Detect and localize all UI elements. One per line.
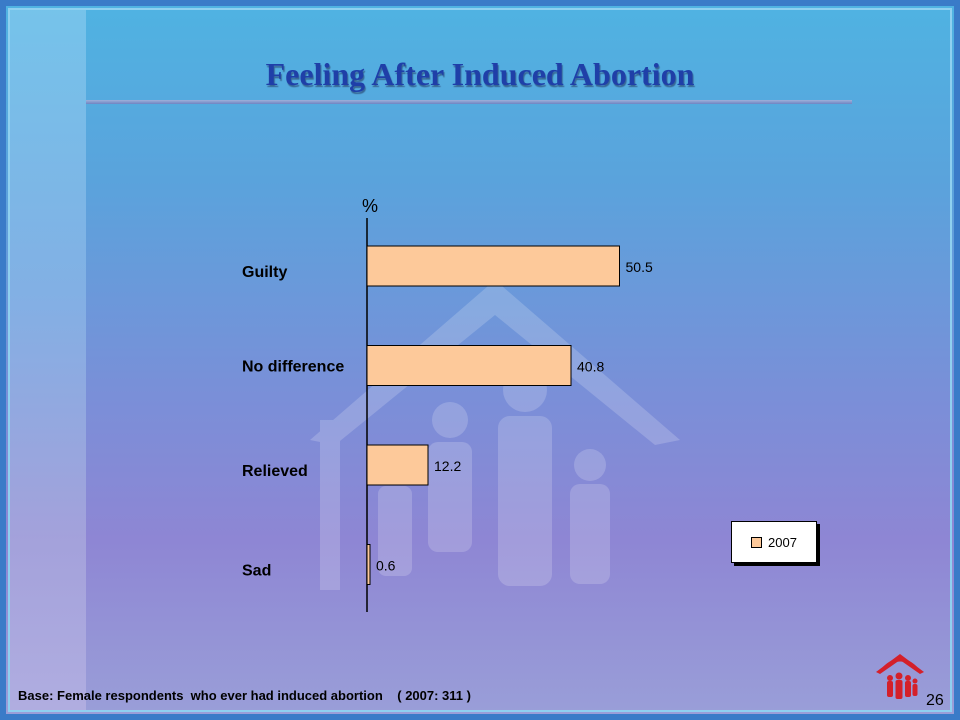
axis-unit-label: % — [362, 196, 378, 216]
category-label-relieved: Relieved — [242, 463, 308, 480]
value-label-relieved: 12.2 — [434, 458, 461, 474]
chart-legend: 2007 — [731, 521, 817, 563]
family-house-logo-icon — [876, 654, 924, 699]
left-decorative-stripe — [10, 10, 86, 710]
category-label-guilty: Guilty — [242, 264, 287, 281]
value-label-no-difference: 40.8 — [577, 359, 604, 375]
value-label-sad: 0.6 — [376, 558, 396, 574]
bar-relieved — [366, 444, 429, 486]
legend-swatch — [751, 536, 763, 548]
legend-label: 2007 — [768, 534, 797, 550]
page-number: 26 — [926, 692, 944, 709]
category-label-no-difference: No difference — [242, 359, 344, 376]
slide-title: Feeling After Induced Abortion — [265, 56, 695, 92]
category-label-sad: Sad — [242, 563, 271, 580]
bar-sad — [366, 544, 371, 585]
title-underline — [86, 100, 852, 104]
bar-no-difference — [366, 345, 572, 386]
value-label-guilty: 50.5 — [626, 259, 653, 275]
footnote-base: Base: Female respondents who ever had in… — [18, 688, 471, 703]
bar-guilty — [366, 245, 620, 287]
slide-inner-border — [8, 8, 952, 712]
